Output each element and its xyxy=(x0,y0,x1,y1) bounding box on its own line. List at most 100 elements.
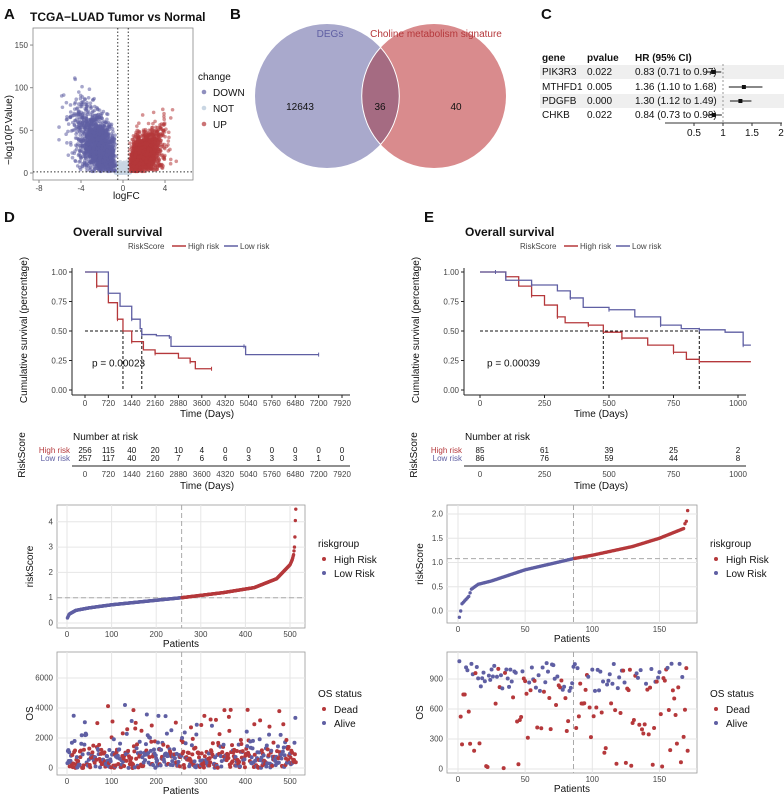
point-down xyxy=(110,164,115,168)
column-gene-header: gene xyxy=(542,53,566,64)
panel-label-c: C xyxy=(541,6,552,23)
point-up xyxy=(166,149,171,153)
point-up xyxy=(153,145,158,150)
venn-count-degs: 12643 xyxy=(286,102,314,113)
point-down xyxy=(80,143,84,148)
point-up xyxy=(155,156,159,160)
point-up xyxy=(162,122,167,127)
forest-gene: PIK3R3 xyxy=(542,67,577,78)
point-down xyxy=(83,124,87,129)
risk-count: 0 xyxy=(293,446,298,455)
point-down xyxy=(110,169,114,173)
point-down xyxy=(84,104,89,109)
point-down xyxy=(96,135,101,140)
risk-x-tick-label: 0 xyxy=(83,470,88,479)
legend-up-marker xyxy=(201,121,207,127)
point-down xyxy=(64,100,69,105)
y-tick-label: 0.50 xyxy=(51,327,67,336)
point-down xyxy=(85,168,89,173)
risk-count: 117 xyxy=(102,454,115,463)
point-down xyxy=(84,132,89,137)
risk-count: 6 xyxy=(200,454,205,463)
point-down xyxy=(57,137,61,142)
hr-point xyxy=(738,99,743,103)
point-up xyxy=(138,161,142,166)
point-down xyxy=(80,95,85,99)
point-down xyxy=(98,121,103,126)
y-axis-label: Cumulative survival (percentage) xyxy=(19,257,30,403)
risk-table-ylabel: RiskScore xyxy=(17,432,28,478)
point-down xyxy=(65,141,69,145)
point-down xyxy=(99,138,104,143)
point-down xyxy=(91,138,96,142)
point-down xyxy=(107,144,112,149)
point-down xyxy=(80,116,84,121)
point-down xyxy=(113,133,117,137)
point-down xyxy=(74,117,79,122)
point-down xyxy=(83,155,88,160)
point-up xyxy=(160,107,165,112)
risk-table-title: Number at risk xyxy=(73,432,139,443)
point-down xyxy=(75,164,80,168)
km-curve-high xyxy=(85,271,212,370)
risk-count: 1 xyxy=(316,454,321,463)
column-pvalue-header: pvalue xyxy=(587,53,619,64)
point-up xyxy=(145,151,149,155)
point-down xyxy=(75,106,80,110)
point-up xyxy=(159,144,164,149)
point-down xyxy=(66,122,71,126)
point-up xyxy=(148,136,152,141)
point-down xyxy=(92,96,96,101)
forest-gene: PDGFB xyxy=(542,96,577,107)
point-up xyxy=(151,167,155,172)
km-title: Overall survival xyxy=(465,225,554,239)
point-down xyxy=(98,124,103,129)
point-down xyxy=(93,159,97,163)
point-up xyxy=(161,129,166,133)
point-down xyxy=(105,143,109,147)
point-down xyxy=(98,163,102,168)
risk-x-tick-label: 720 xyxy=(102,470,116,479)
point-up xyxy=(144,136,148,140)
risk-x-tick-label: 2160 xyxy=(146,470,164,479)
risk-x-tick-label: 1440 xyxy=(123,470,141,479)
point-down xyxy=(91,154,96,158)
x-tick-label: 2880 xyxy=(170,399,188,408)
point-up xyxy=(138,148,142,153)
point-down xyxy=(83,127,87,132)
point-up xyxy=(162,111,166,116)
point-down xyxy=(80,161,85,166)
risk-x-tick-label: 7200 xyxy=(310,470,328,479)
point-down xyxy=(110,135,115,140)
point-down xyxy=(74,97,79,102)
risk-count: 3 xyxy=(293,454,298,463)
point-up xyxy=(168,116,173,120)
km-legend: RiskScore High risk Low risk xyxy=(520,242,662,251)
point-down xyxy=(84,108,88,112)
point-down xyxy=(89,105,94,109)
risk-count: 20 xyxy=(151,446,160,455)
x-tick-label: 4 xyxy=(163,184,168,193)
point-up xyxy=(139,134,143,139)
y-tick-label: 0.00 xyxy=(443,386,459,395)
point-up xyxy=(140,113,145,117)
point-down xyxy=(105,148,110,153)
point-up xyxy=(133,160,137,165)
point-down xyxy=(92,127,97,131)
point-down xyxy=(86,157,91,162)
x-tick-label: 0 xyxy=(121,184,126,193)
risk-row-label: High risk xyxy=(39,446,71,455)
point-down xyxy=(83,145,88,150)
point-up xyxy=(146,147,151,152)
legend-not-marker xyxy=(201,105,207,111)
legend-up: UP xyxy=(213,120,227,131)
venn-circle-degs xyxy=(255,24,399,168)
point-up xyxy=(150,160,154,165)
point-down xyxy=(79,102,84,107)
point-down xyxy=(84,165,89,170)
point-down xyxy=(107,127,112,132)
point-down xyxy=(91,147,96,151)
point-down xyxy=(106,153,110,157)
risk-count: 7 xyxy=(176,454,181,463)
point-up xyxy=(147,128,151,133)
